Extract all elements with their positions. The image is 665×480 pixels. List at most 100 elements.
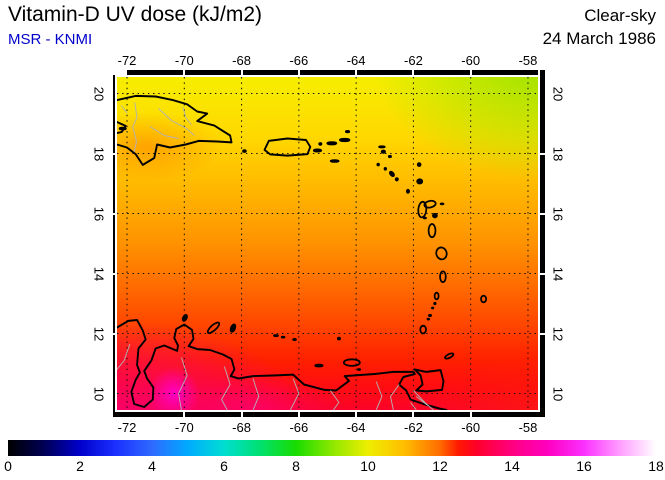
island [439,202,445,206]
lon-tick-label-bottom: -58 [518,420,538,435]
island [344,129,351,134]
lat-tick-label-right: 20 [550,86,566,101]
lat-tick-label-left: 10 [91,386,107,401]
colorbar-tick-label: 12 [432,458,448,474]
lat-tick-label-right: 14 [550,266,566,281]
tick-notch [412,70,415,75]
tick-notch [297,70,300,75]
tick-notch [469,70,472,75]
tick-notch [540,212,545,215]
lat-tick-label-right: 10 [550,386,566,401]
tick-notch [540,332,545,335]
lon-tick-label-bottom: -64 [346,420,366,435]
tick-notch [297,412,300,417]
island [416,178,424,185]
island [356,368,362,371]
colorbar-tick-label: 6 [220,458,228,474]
island [439,270,447,284]
tick-notch [240,70,243,75]
axis-frame-right [540,70,545,417]
tick-notch [355,412,358,417]
lat-tick-label-left: 12 [91,326,107,341]
island [419,324,427,335]
rivers-borders [117,102,434,410]
island [422,216,427,220]
island [444,352,455,360]
island [329,159,340,163]
island [428,313,433,317]
lon-tick-label-bottom: -70 [174,420,194,435]
tick-notch [113,272,115,275]
island [433,301,437,306]
island [423,199,437,209]
map-overlay [117,77,538,410]
island [206,321,221,334]
island [314,363,324,368]
island [342,358,361,367]
colorbar-tick-label: 18 [648,458,664,474]
uv-dose-field [117,77,538,410]
island [433,291,440,301]
lon-tick-label-bottom: -62 [404,420,423,435]
date-label: 24 March 1986 [542,29,656,48]
map-plot: -72 -72 -70 -70 -68 -68 -66 -66 -64 -64 -62 -62 -60 -… [92,53,566,435]
lon-tick-label-bottom: -66 [289,420,309,435]
figure-title: Vitamin-D UV dose (kJ/m2) [8,3,263,26]
coastline-puerto-rico [263,137,312,157]
tick-notch [183,412,186,417]
island [416,162,422,168]
island [336,336,341,341]
island [273,334,279,338]
island [380,149,386,154]
lat-tick-label-left: 20 [91,86,107,101]
coastline-trinidad [413,368,445,393]
island [378,145,386,149]
tick-notch [183,70,186,75]
island [292,337,297,341]
island [480,294,488,304]
island [431,306,435,310]
coastline-venezuela [117,319,448,410]
islands-filled [118,126,445,371]
island [432,212,438,219]
island [394,177,399,182]
source-label: MSR - KNMI [8,31,93,48]
condition-block: Clear-sky 24 March 1986 [543,4,656,50]
condition-label: Clear-sky [584,6,656,25]
lat-tick-label-left: 18 [91,146,107,161]
island [389,170,395,177]
island [280,335,286,339]
axis-frame-bottom [113,412,545,417]
island [242,149,247,153]
coastlines [117,94,448,410]
colorbar-tick-label: 16 [576,458,592,474]
island [118,126,127,131]
tick-notch [240,412,243,417]
lon-tick-label-top: -60 [461,53,481,68]
axis-frame-left [113,75,115,412]
island [326,141,338,146]
island [318,142,323,146]
colorbar-tick-label: 8 [292,458,300,474]
colorbar-tick-label: 14 [504,458,520,474]
island [181,314,188,322]
islands-outlined [206,199,488,367]
axis-frame-top [127,70,538,75]
lon-tick-label-bottom: -72 [117,420,137,435]
grid-lines [117,77,538,410]
tick-notch [355,70,358,75]
island [417,200,428,219]
lat-tick-label-left: 16 [91,206,107,221]
lon-tick-label-top: -64 [346,53,366,68]
island [338,137,351,143]
lon-tick-label-bottom: -68 [232,420,251,435]
island [426,317,431,321]
colorbar-labels: 0 2 4 6 8 10 12 14 16 18 [4,458,664,476]
lat-tick-label-left: 14 [91,266,107,281]
tick-notch [540,272,545,275]
tick-notch [113,332,115,335]
island [229,323,237,333]
tick-notch [412,412,415,417]
colorbar-tick-label: 4 [148,458,156,474]
lon-tick-label-top: -58 [518,53,538,68]
